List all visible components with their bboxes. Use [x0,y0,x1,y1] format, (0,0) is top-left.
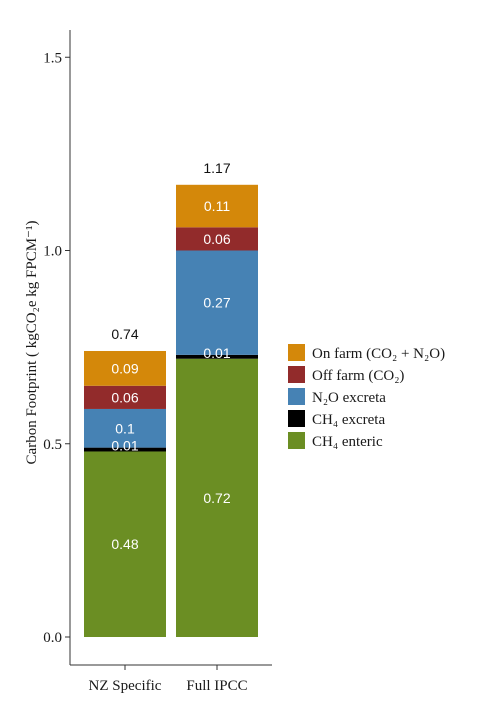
bars-layer [84,184,258,637]
axes-layer: 0.0 0.5 1.0 1.5 NZ Specific Full IPCC Carbon F… [24,30,272,694]
bar-full-ipcc-off-farm-co2 [176,227,258,251]
legend-label-off-farm-co2: Off farm (CO₂) [312,368,404,384]
data-label-full-ipcc-off-farm-co2: 0.06 [203,231,230,247]
bar-nz-specific-n2o-excreta [84,408,166,448]
data-label-nz-specific-off-farm-co2: 0.06 [111,389,138,405]
data-label-full-ipcc-on-farm-co2-n2o: 0.11 [204,198,230,214]
data-label-nz-specific-ch4-excreta: 0.01 [111,438,138,454]
bar-nz-specific-on-farm-co2-n2o [84,350,166,386]
data-label-nz-specific-n2o-excreta: 0.1 [115,420,135,436]
x-tick-label-nz-specific: NZ Specific [89,678,162,694]
legend-label-n2o-excreta: N₂O excreta [312,390,386,406]
y-tick-label: 0.5 [43,437,62,453]
data-label-full-ipcc-n2o-excreta: 0.27 [203,295,230,311]
legend-label-on-farm-co2-n2o: On farm (CO₂ + N₂O) [312,346,445,362]
y-tick-label: 0.0 [43,630,62,646]
data-label-full-ipcc-ch4-enteric: 0.72 [203,490,230,506]
data-label-nz-specific-on-farm-co2-n2o: 0.09 [111,360,138,376]
y-axis-title: Carbon Footprint ( kgCO₂e kg FPCM⁻¹) [24,221,40,465]
bar-nz-specific-ch4-enteric [84,451,166,637]
bar-full-ipcc-ch4-excreta [176,354,258,359]
bar-nz-specific-off-farm-co2 [84,385,166,409]
bar-nz-specific-ch4-excreta [84,447,166,452]
y-tick-label: 1.0 [43,244,62,260]
bar-full-ipcc-n2o-excreta [176,250,258,355]
legend-label-ch4-enteric: CH₄ enteric [312,434,383,450]
data-label-nz-specific-ch4-enteric: 0.48 [111,536,138,552]
legend-swatch-n2o-excreta [288,388,305,405]
legend-swatch-ch4-excreta [288,410,305,427]
bar-full-ipcc-ch4-enteric [176,358,258,637]
data-label-full-ipcc-ch4-excreta: 0.01 [203,345,230,361]
legend-swatch-on-farm-co2-n2o [288,344,305,361]
y-tick-label: 1.5 [43,50,62,66]
legend-swatch-off-farm-co2 [288,366,305,383]
x-tick-label-full-ipcc: Full IPCC [186,678,247,694]
data-labels-layer: 0.48 0.01 0.1 0.06 0.09 0.74 0.72 0.01 0.27 0.06 0… [111,160,230,552]
legend: On farm (CO₂ + N₂O) Off farm (CO₂) N₂O exc… [288,344,445,450]
total-label-full-ipcc: 1.17 [203,160,230,176]
legend-swatch-ch4-enteric [288,432,305,449]
bar-full-ipcc-on-farm-co2-n2o [176,184,258,228]
legend-label-ch4-excreta: CH₄ excreta [312,412,385,428]
total-label-nz-specific: 0.74 [111,326,138,342]
